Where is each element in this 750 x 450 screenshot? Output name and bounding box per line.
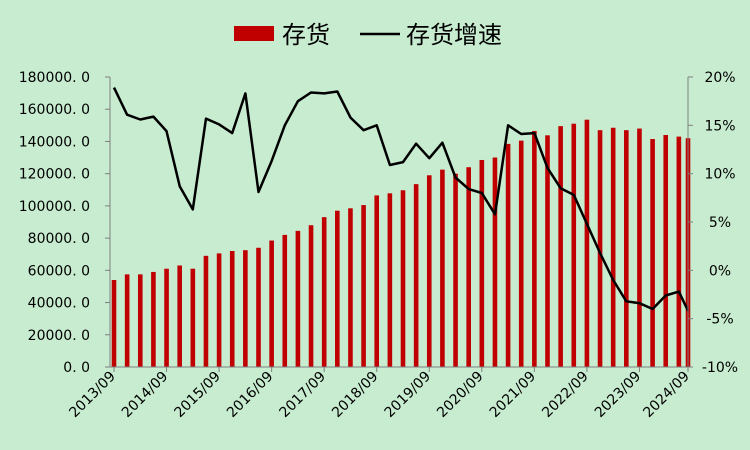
right-tick-label: -5% <box>706 312 733 328</box>
bar-inventory <box>637 128 642 367</box>
x-tick-label: 2021/09 <box>487 369 539 421</box>
bar-inventory <box>558 126 563 367</box>
bar-inventory <box>676 136 682 367</box>
legend-swatch-inventory <box>234 26 274 41</box>
right-tick-label: 15% <box>704 118 735 134</box>
bar-inventory <box>584 119 590 367</box>
right-tick-label: -10% <box>702 360 738 376</box>
bar-inventory <box>624 130 629 367</box>
bar-inventory <box>466 167 471 367</box>
left-tick-label: 20000. 0 <box>28 328 90 344</box>
bar-inventory <box>177 265 182 367</box>
left-tick-label: 60000. 0 <box>28 263 90 279</box>
bar-inventory <box>413 184 419 367</box>
x-tick-label: 2023/09 <box>592 369 644 421</box>
bar-inventory <box>295 230 301 367</box>
left-tick-label: 100000. 0 <box>19 199 90 215</box>
bar-inventory <box>243 250 248 367</box>
bar-inventory <box>229 251 235 367</box>
x-tick-label: 2015/09 <box>171 369 223 421</box>
bar-inventory <box>203 255 209 367</box>
bar-inventory <box>505 143 511 367</box>
bar-inventory <box>321 217 327 367</box>
bar-inventory <box>361 205 366 367</box>
x-tick-label: 2017/09 <box>277 369 329 421</box>
line-inventory-growth <box>112 87 690 312</box>
x-tick-label: 2020/09 <box>434 369 486 421</box>
bar-inventory <box>571 123 577 367</box>
bar-inventory <box>348 208 353 367</box>
bar-inventory <box>164 268 169 367</box>
right-tick-label: 10% <box>704 167 735 183</box>
left-tick-label: 180000. 0 <box>19 70 90 86</box>
bar-inventory <box>190 268 196 367</box>
bar-inventory <box>256 247 261 367</box>
bar-inventory <box>532 130 537 367</box>
bar-inventory <box>387 193 393 367</box>
legend-label-inventory-growth: 存货增速 <box>406 21 502 49</box>
bar-inventory <box>374 195 380 367</box>
left-tick-label: 40000. 0 <box>28 296 90 312</box>
x-tick-label: 2016/09 <box>224 369 276 421</box>
bar-inventory <box>137 274 143 367</box>
right-tick-label: 20% <box>704 70 735 86</box>
bar-inventory <box>335 210 340 367</box>
bars-layer <box>111 119 691 367</box>
bar-inventory <box>453 173 458 367</box>
legend-label-inventory: 存货 <box>282 21 330 49</box>
bar-inventory <box>440 169 445 367</box>
bar-inventory <box>282 234 288 367</box>
bar-inventory <box>400 190 406 367</box>
bar-inventory <box>308 225 314 367</box>
x-tick-label: 2014/09 <box>119 369 171 421</box>
bar-inventory <box>426 175 432 367</box>
bar-inventory <box>545 135 550 367</box>
bar-inventory <box>597 130 603 367</box>
bar-inventory <box>663 135 669 367</box>
bar-inventory <box>151 271 156 367</box>
left-tick-label: 80000. 0 <box>28 231 90 247</box>
legend: 存货 存货增速 <box>234 21 502 49</box>
left-tick-label: 140000. 0 <box>19 134 90 150</box>
x-tick-label: 2013/09 <box>66 369 118 421</box>
left-tick-label: 160000. 0 <box>19 102 90 118</box>
right-tick-label: 0% <box>709 263 731 279</box>
line-layer <box>112 87 690 312</box>
bar-inventory <box>650 139 655 367</box>
right-tick-label: 5% <box>709 215 731 231</box>
bar-inventory <box>216 253 222 367</box>
bar-inventory <box>269 240 274 367</box>
bar-inventory <box>479 159 485 367</box>
bar-inventory <box>111 280 117 367</box>
x-tick-label: 2022/09 <box>539 369 591 421</box>
x-tick-label: 2019/09 <box>382 369 434 421</box>
left-tick-label: 120000. 0 <box>19 167 90 183</box>
bar-inventory <box>124 274 130 367</box>
bar-inventory <box>518 140 524 367</box>
x-tick-label: 2024/09 <box>640 369 692 421</box>
left-tick-label: 0. 0 <box>63 360 90 376</box>
bar-inventory <box>610 127 616 367</box>
bar-inventory <box>492 157 498 367</box>
x-tick-label: 2018/09 <box>329 369 381 421</box>
